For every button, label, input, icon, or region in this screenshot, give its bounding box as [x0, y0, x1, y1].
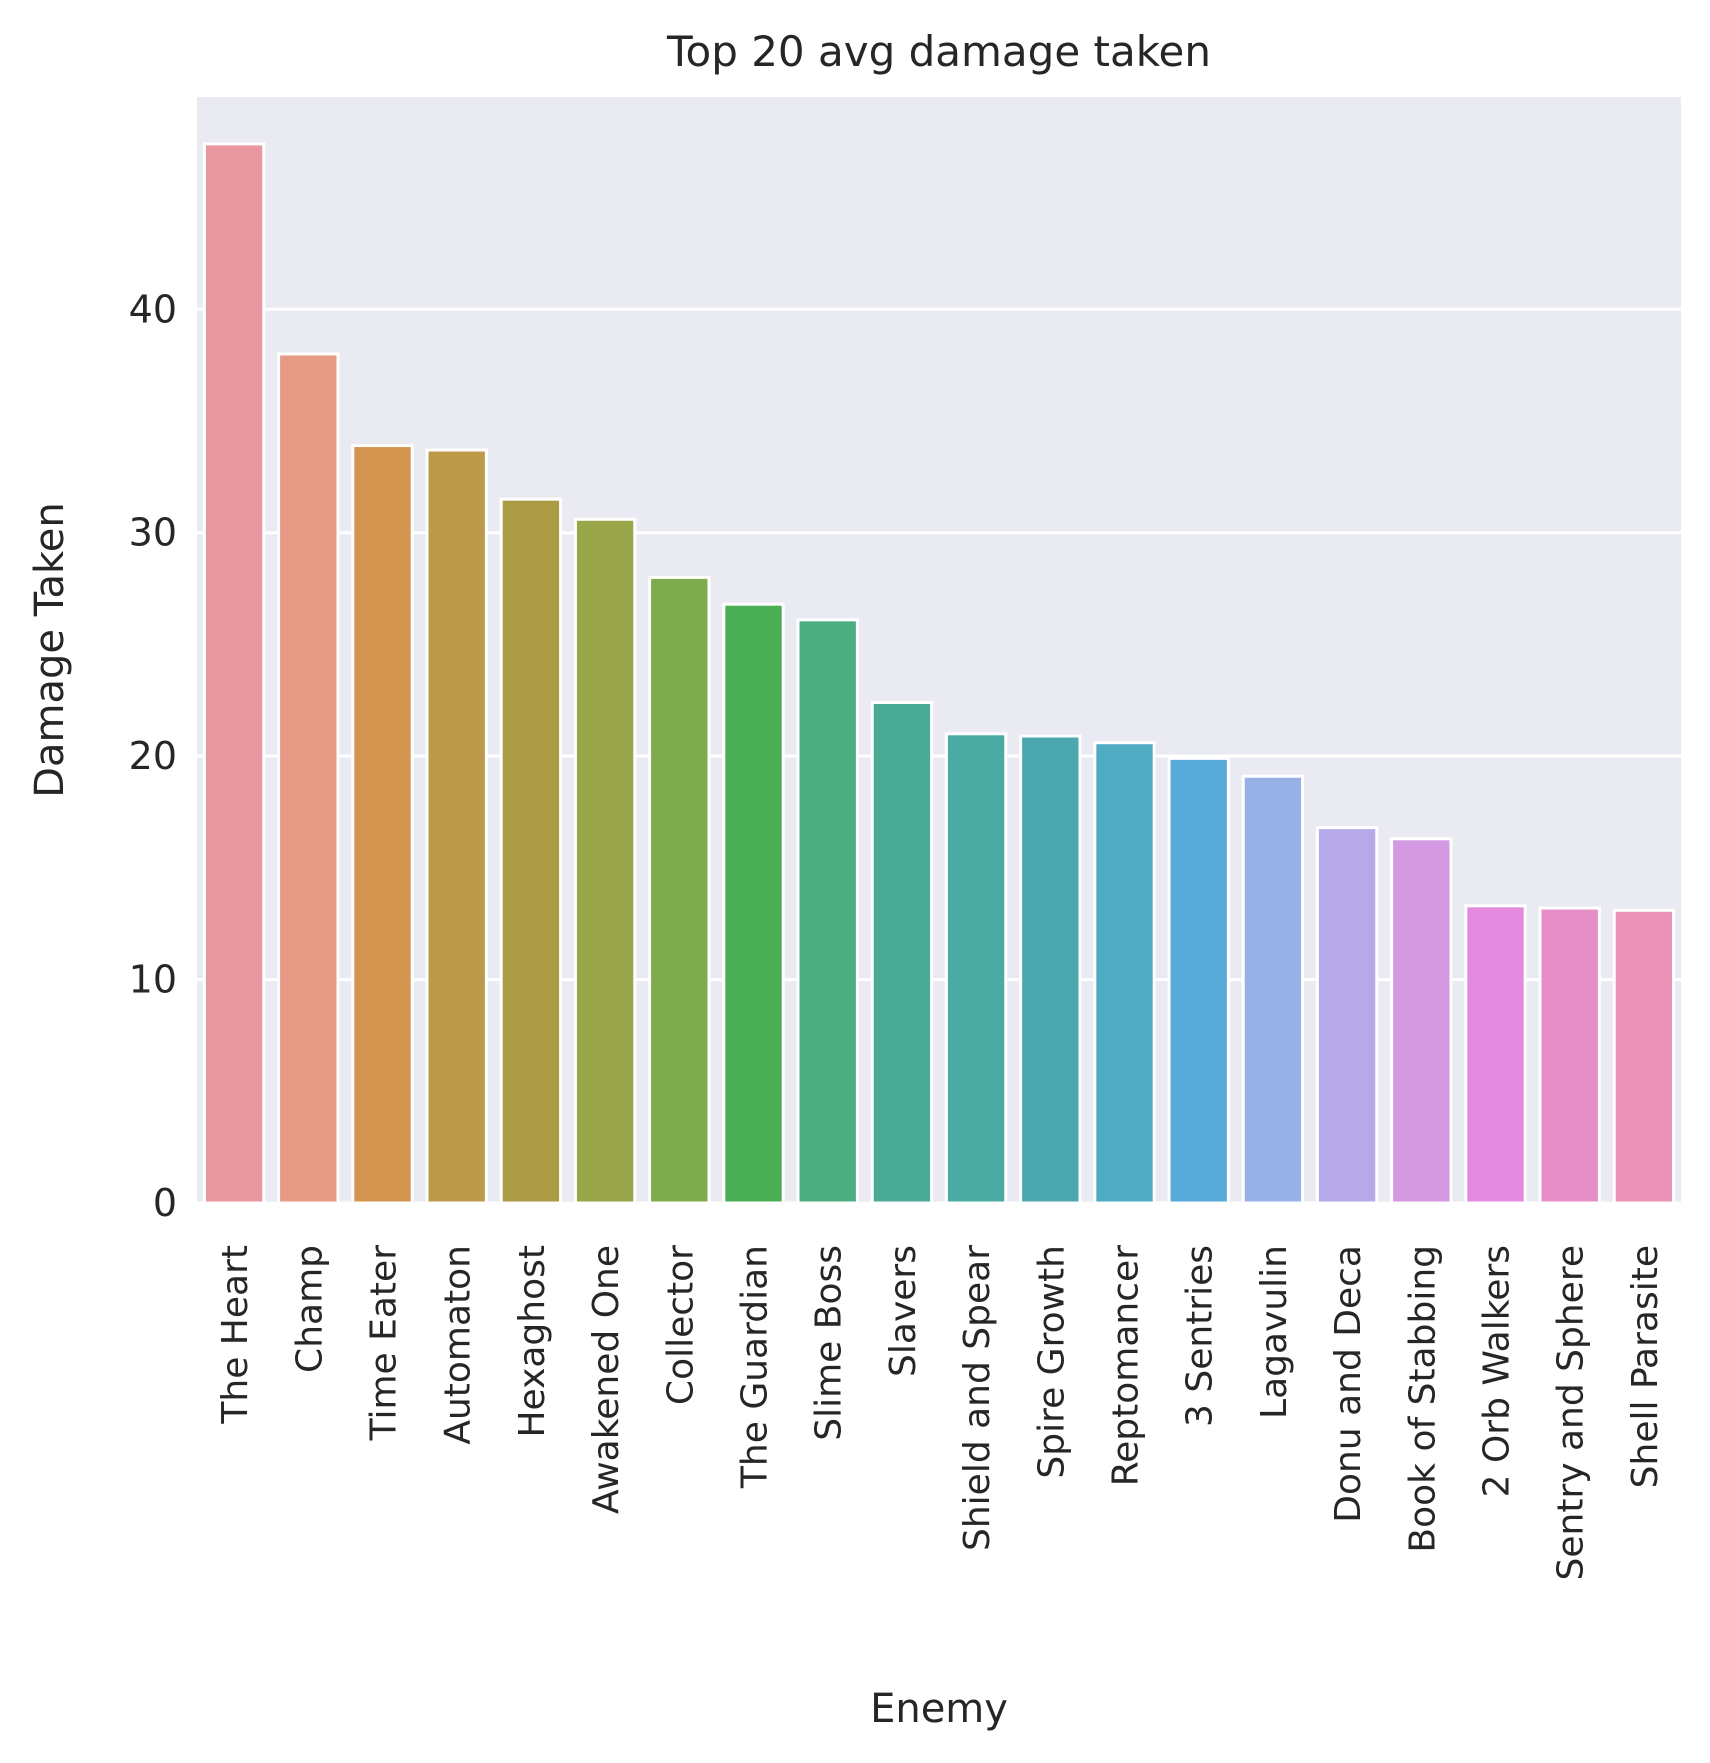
bar-hexaghost: [499, 497, 563, 1205]
chart-title: Top 20 avg damage taken: [666, 27, 1211, 76]
x-tick-label-shield-and-spear: Shield and Spear: [957, 1245, 998, 1551]
y-tick-label-10: 10: [129, 958, 177, 1002]
bar-book-of-stabbing: [1390, 837, 1453, 1205]
bar-donu-and-deca: [1315, 826, 1379, 1205]
y-axis-title: Damage Taken: [27, 502, 73, 798]
x-tick-labels: The Heart Champ Time Eater Automaton Hexagho…: [215, 1245, 1666, 1581]
bar-shield-and-spear: [944, 732, 1008, 1205]
x-tick-label-awakened-one: Awakened One: [586, 1245, 627, 1514]
y-tick-label-20: 20: [129, 734, 177, 778]
x-tick-label-donu-and-deca: Donu and Deca: [1328, 1245, 1369, 1523]
x-tick-label-sentry-and-sphere: Sentry and Sphere: [1551, 1245, 1592, 1580]
x-tick-label-lagavulin: Lagavulin: [1254, 1245, 1295, 1419]
bar-champ: [277, 352, 340, 1205]
bar-reptomancer: [1093, 741, 1156, 1205]
bar-automaton: [425, 448, 488, 1205]
bars: [202, 142, 1676, 1205]
bar-sentry-and-sphere: [1538, 906, 1601, 1205]
bar-awakened-one: [573, 517, 637, 1205]
x-tick-label-spire-growth: Spire Growth: [1031, 1245, 1072, 1479]
x-tick-label-champ: Champ: [289, 1245, 330, 1373]
y-tick-label-40: 40: [129, 287, 177, 331]
x-tick-label-time-eater: Time Eater: [364, 1245, 405, 1442]
bar-slime-boss: [796, 618, 859, 1205]
x-tick-label-the-heart: The Heart: [215, 1245, 256, 1425]
bar-shell-parasite: [1612, 908, 1676, 1205]
bar-time-eater: [351, 444, 414, 1205]
x-tick-label-the-guardian: The Guardian: [735, 1245, 776, 1489]
bar-slavers: [870, 701, 934, 1205]
x-tick-label-book-of-stabbing: Book of Stabbing: [1402, 1245, 1443, 1553]
y-tick-labels: 0 10 20 30 40: [129, 287, 177, 1225]
x-tick-label-hexaghost: Hexaghost: [512, 1245, 553, 1438]
x-tick-label-shell-parasite: Shell Parasite: [1625, 1245, 1666, 1488]
bar-lagavulin: [1241, 774, 1305, 1205]
bar-spire-growth: [1019, 734, 1082, 1205]
bar-the-heart: [202, 142, 266, 1205]
x-tick-label-reptomancer: Reptomancer: [1106, 1245, 1147, 1486]
bar-2-orb-walkers: [1464, 904, 1527, 1205]
x-tick-label-automaton: Automaton: [438, 1245, 479, 1445]
y-tick-label-30: 30: [129, 511, 177, 555]
x-axis-title: Enemy: [870, 1686, 1008, 1732]
x-tick-label-3-sentries: 3 Sentries: [1180, 1245, 1221, 1427]
bar-collector: [648, 575, 711, 1205]
bar-3-sentries: [1167, 756, 1230, 1205]
x-tick-label-2-orb-walkers: 2 Orb Walkers: [1477, 1245, 1518, 1497]
x-tick-label-slavers: Slavers: [883, 1245, 924, 1377]
x-tick-label-collector: Collector: [660, 1245, 701, 1405]
y-tick-label-0: 0: [153, 1181, 177, 1225]
x-tick-label-slime-boss: Slime Boss: [809, 1245, 850, 1441]
plot-background: [197, 97, 1681, 1203]
bar-the-guardian: [722, 602, 785, 1205]
